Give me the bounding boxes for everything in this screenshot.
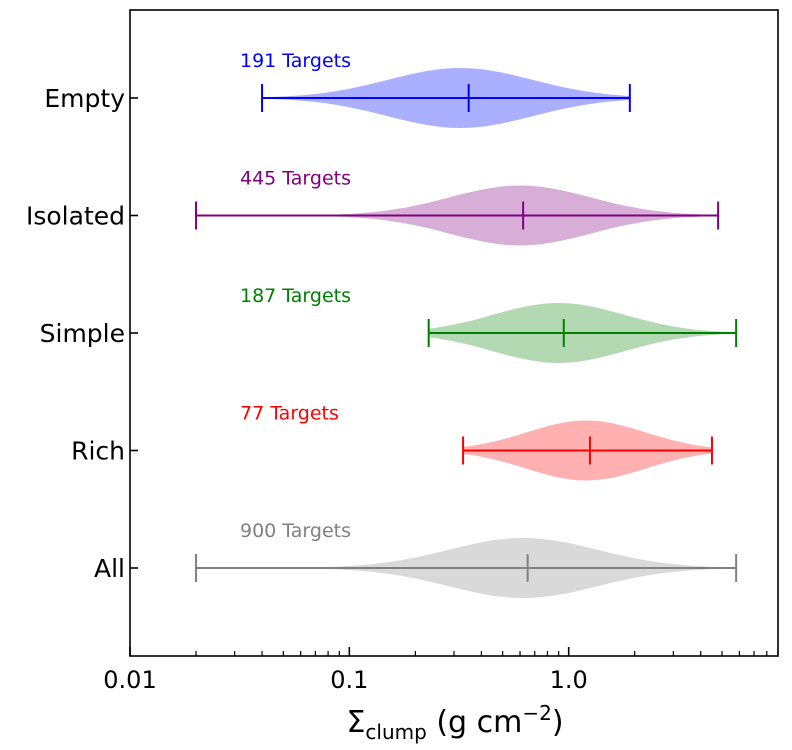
y-tick-label-isolated: Isolated (26, 202, 125, 231)
count-label-rich: 77 Targets (240, 403, 339, 425)
x-axis: 0.01 0.1 1.0 (103, 647, 779, 694)
y-tick-label-simple: Simple (40, 319, 125, 348)
count-label-empty: 191 Targets (240, 50, 351, 72)
x-tick-label: 0.01 (103, 666, 156, 694)
y-axis: Empty Isolated Simple Rich All (26, 84, 138, 583)
errorbars-layer (195, 84, 738, 582)
plot-frame (129, 9, 779, 657)
x-tick-label: 0.1 (330, 666, 368, 694)
count-label-simple: 187 Targets (240, 285, 351, 307)
y-tick-label-empty: Empty (44, 84, 125, 113)
y-tick-label-all: All (94, 554, 125, 583)
count-label-all: 900 Targets (240, 520, 351, 542)
x-axis-title: Σclump (g cm−2) (346, 701, 563, 744)
y-tick-label-rich: Rich (71, 437, 125, 466)
count-label-isolated: 445 Targets (240, 168, 351, 190)
x-tick-label: 1.0 (550, 666, 588, 694)
count-labels-layer: 191 Targets 445 Targets 187 Targets 77 Targ… (240, 50, 351, 542)
